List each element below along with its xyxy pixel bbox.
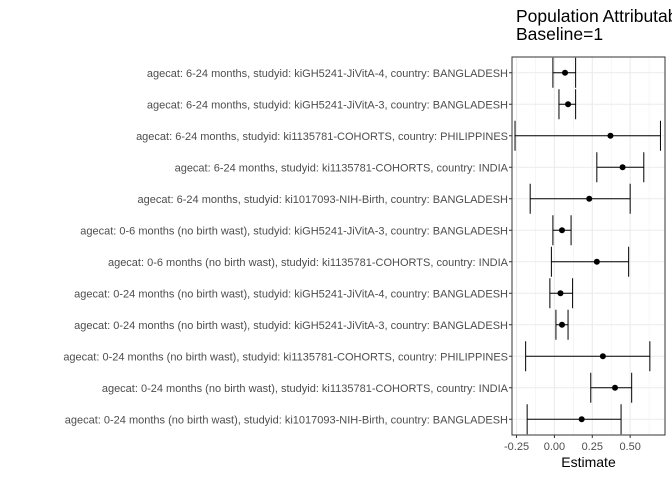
x-tick-label: 0.00 bbox=[544, 441, 565, 453]
estimate-point bbox=[578, 416, 585, 423]
estimate-row bbox=[555, 309, 569, 340]
estimate-point bbox=[612, 384, 619, 391]
category-labels: agecat: 6-24 months, studyid: kiGH5241-J… bbox=[63, 68, 512, 426]
panel-background bbox=[512, 57, 665, 435]
estimate-row bbox=[525, 341, 651, 372]
x-tick-label: 0.50 bbox=[619, 441, 640, 453]
category-label: agecat: 6-24 months, studyid: kiGH5241-J… bbox=[147, 99, 508, 111]
chart-title-line-1: Population Attributable Fraction bbox=[516, 6, 672, 26]
estimate-point bbox=[558, 321, 565, 328]
estimate-row bbox=[514, 120, 661, 151]
category-label: agecat: 6-24 months, studyid: ki1017093-… bbox=[137, 194, 508, 206]
estimate-row bbox=[558, 89, 577, 120]
plot-panel bbox=[511, 56, 666, 436]
estimate-point bbox=[558, 227, 565, 234]
category-label: agecat: 0-24 months (no birth wast), stu… bbox=[74, 288, 508, 300]
category-label: agecat: 6-24 months, studyid: kiGH5241-J… bbox=[147, 68, 508, 80]
estimate-row bbox=[596, 152, 645, 183]
estimate-row bbox=[552, 215, 572, 246]
category-label: agecat: 6-24 months, studyid: ki1135781-… bbox=[136, 131, 508, 143]
category-label: agecat: 0-6 months (no birth wast), stud… bbox=[108, 257, 509, 269]
category-label: agecat: 0-6 months (no birth wast), stud… bbox=[80, 225, 508, 237]
estimate-row bbox=[529, 183, 631, 214]
x-tick-label: 0.25 bbox=[582, 441, 603, 453]
x-tick-label: -0.25 bbox=[504, 441, 529, 453]
estimate-point bbox=[586, 195, 593, 202]
category-label: agecat: 0-24 months (no birth wast), stu… bbox=[63, 351, 508, 363]
x-axis: -0.25 0.00 0.25 0.50 bbox=[504, 435, 641, 453]
estimate-point bbox=[619, 164, 626, 171]
estimate-point bbox=[593, 258, 600, 265]
estimate-point bbox=[599, 353, 606, 360]
category-label: agecat: 0-24 months (no birth wast), stu… bbox=[65, 414, 508, 426]
estimate-row bbox=[590, 372, 633, 403]
category-label: agecat: 0-24 months (no birth wast), stu… bbox=[74, 320, 508, 332]
x-axis-title: Estimate bbox=[561, 454, 616, 470]
estimate-row bbox=[526, 404, 622, 435]
estimate-point bbox=[562, 69, 569, 76]
category-label: agecat: 6-24 months, studyid: ki1135781-… bbox=[175, 162, 509, 174]
estimate-point bbox=[557, 290, 564, 297]
estimate-point bbox=[565, 101, 572, 108]
estimate-row bbox=[550, 246, 630, 277]
estimate-row bbox=[549, 278, 574, 309]
estimate-point bbox=[607, 132, 614, 139]
estimate-row bbox=[552, 57, 577, 88]
chart-title-line-2: Baseline=1 bbox=[516, 24, 603, 44]
category-label: agecat: 0-24 months (no birth wast), stu… bbox=[102, 383, 509, 395]
panel-border bbox=[511, 56, 666, 436]
